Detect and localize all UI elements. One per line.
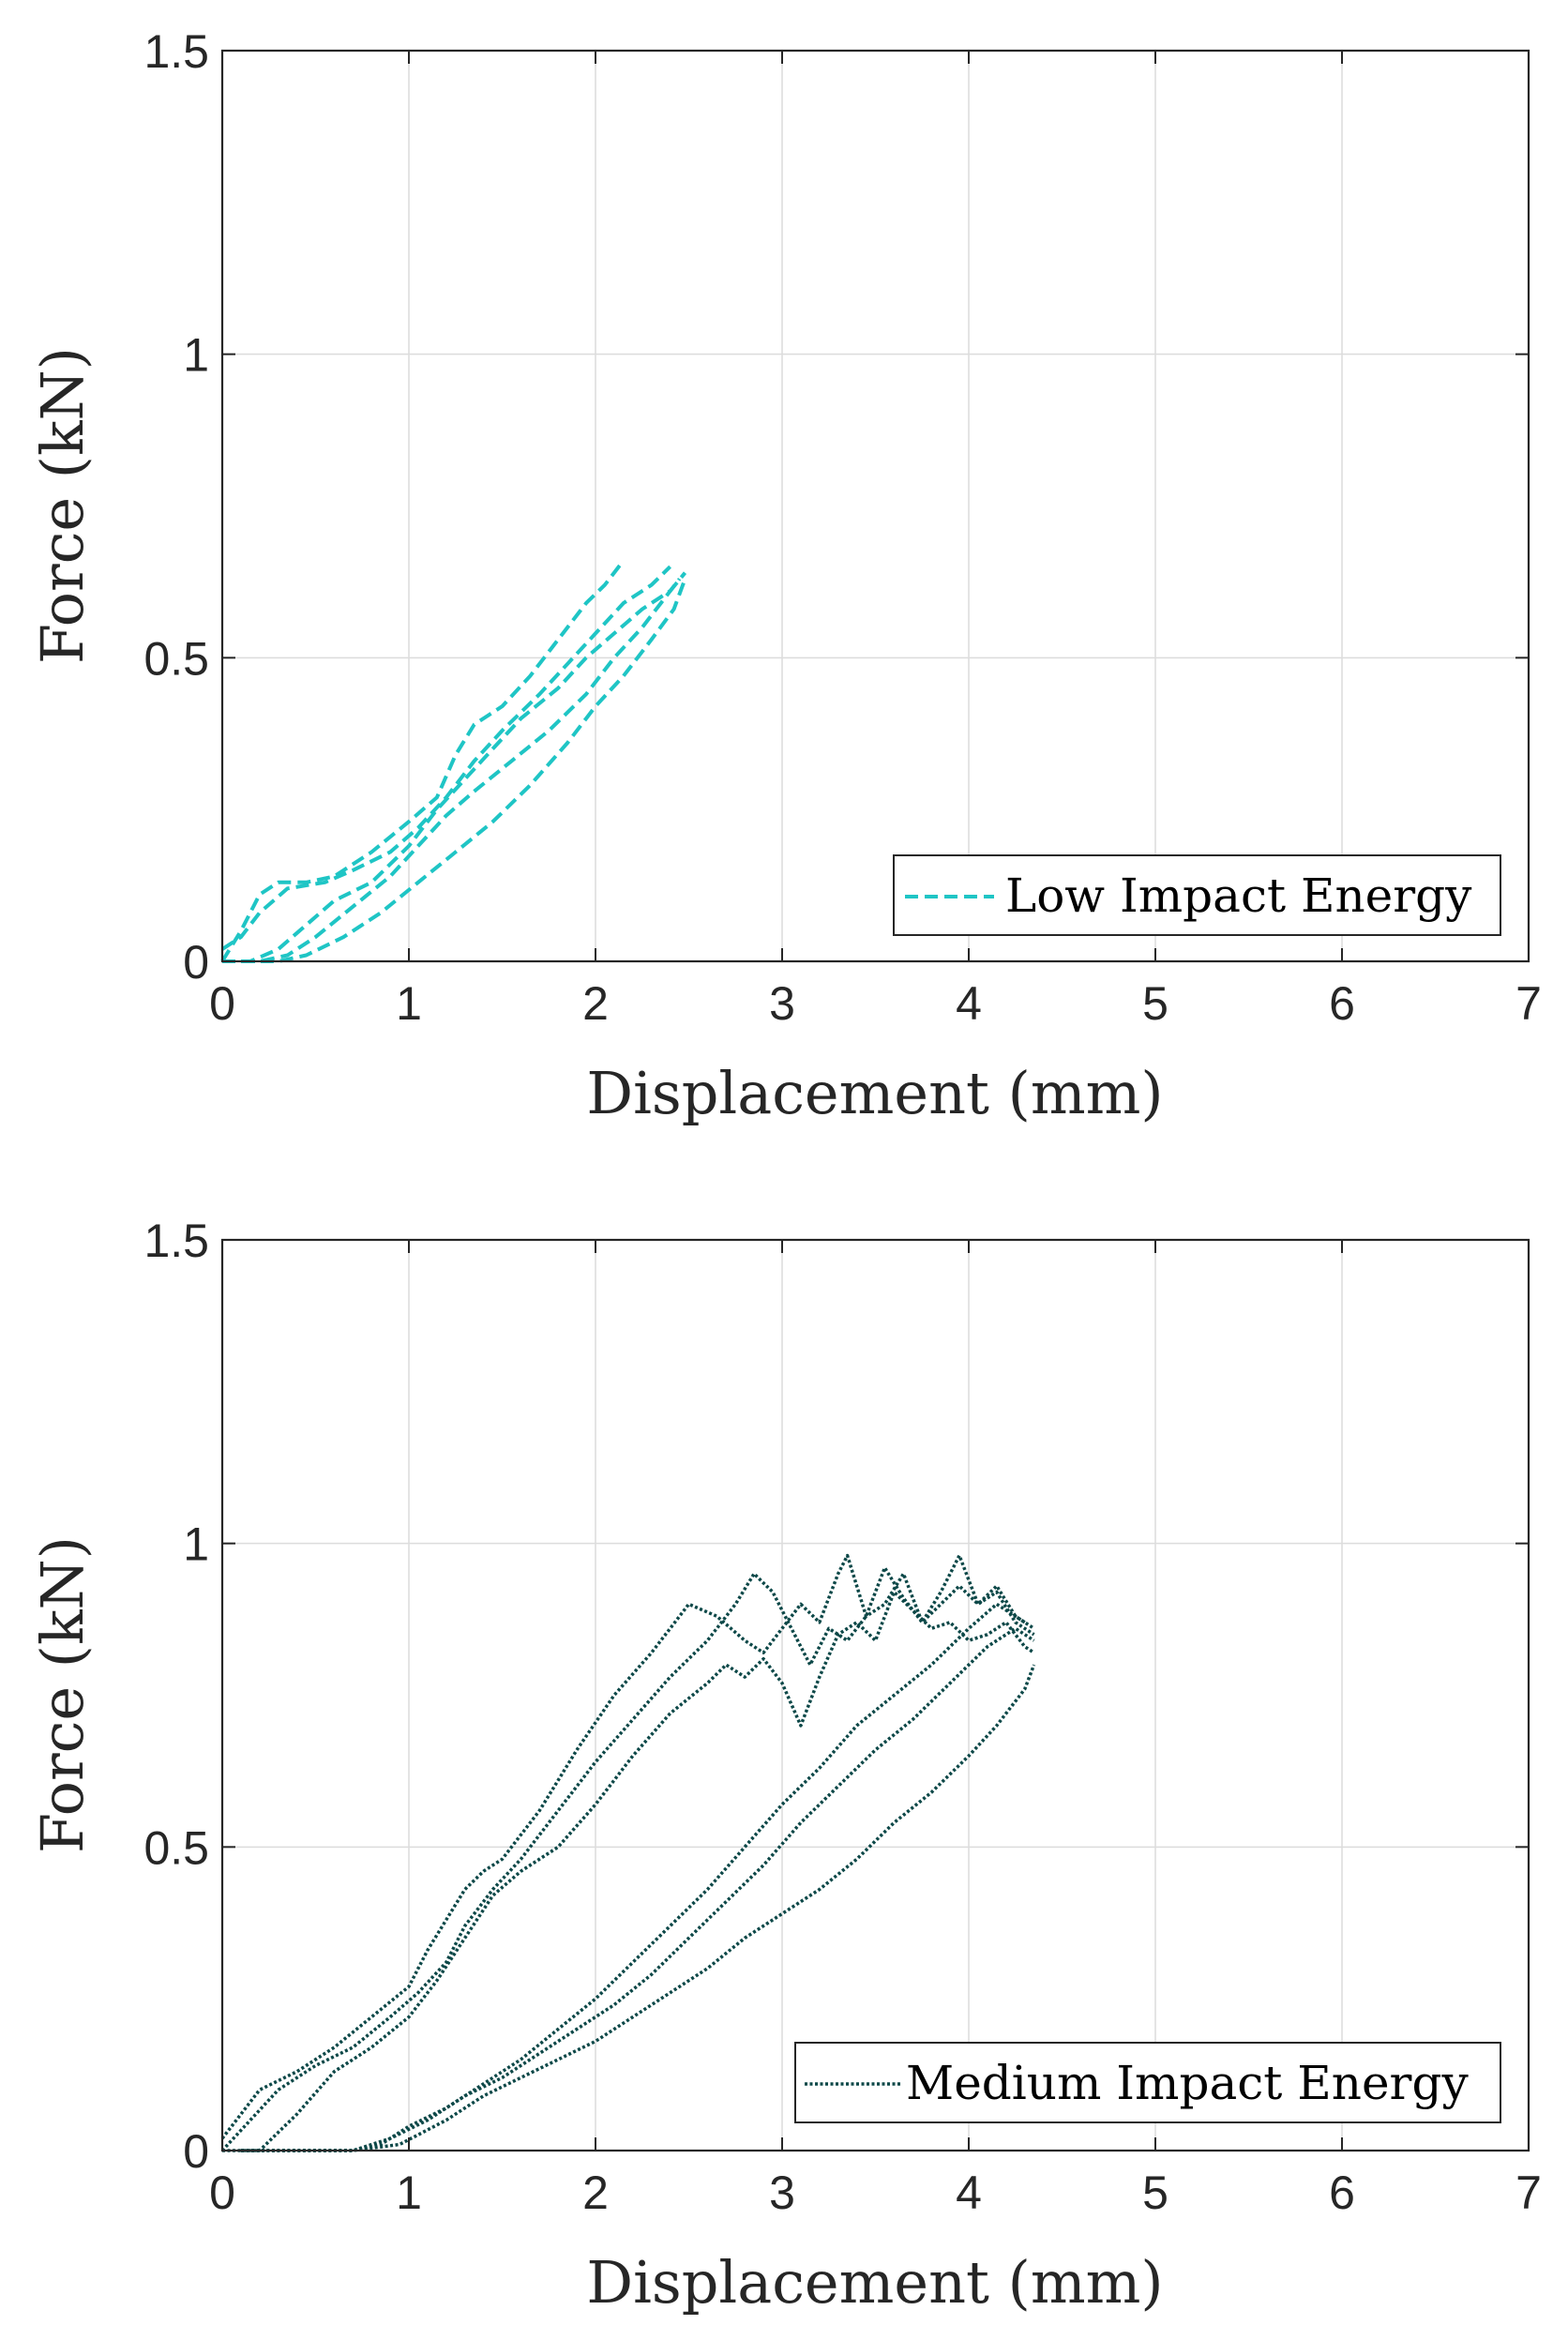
top-x-tick-label: 2 (582, 977, 609, 1030)
top-legend-box (893, 854, 1501, 936)
top-x-tick-label: 0 (209, 977, 235, 1030)
bottom-y-tick-label: 1.5 (143, 1215, 209, 1267)
bottom-y-tick-labels: 0 0.5 1 1.5 (143, 1215, 209, 2178)
top-x-tick-labels: 0 1 2 3 4 5 6 7 (209, 977, 1542, 1030)
top-x-tick-label: 6 (1329, 977, 1355, 1030)
bottom-x-tick-label: 6 (1329, 2166, 1355, 2219)
bottom-chart: 0 1 2 3 4 5 6 7 0 0.5 1 1.5 Displacement (mm) Forc… (28, 1215, 1542, 2317)
top-series-line-3 (222, 571, 687, 963)
top-tick-marks (221, 50, 1530, 962)
bottom-y-tick-label: 0 (183, 2125, 209, 2178)
bottom-x-tick-label: 0 (209, 2166, 235, 2219)
bottom-x-tick-label: 2 (582, 2166, 609, 2219)
bottom-series-line-2 (220, 1565, 1035, 2152)
top-x-tick-label: 4 (956, 977, 982, 1030)
top-series-line-4 (222, 577, 682, 963)
top-series-line-5 (240, 578, 687, 963)
bottom-y-axis-label: Force (kN) (28, 1536, 97, 1853)
bottom-x-tick-label: 4 (956, 2166, 982, 2219)
top-y-axis-label: Force (kN) (28, 347, 97, 664)
top-y-tick-label: 1.5 (143, 25, 209, 78)
bottom-series-line-3 (222, 1590, 1035, 2152)
top-legend[interactable]: Low Impact Energy (893, 854, 1501, 936)
bottom-x-tick-label: 7 (1515, 2166, 1542, 2219)
bottom-y-tick-label: 0.5 (143, 1821, 209, 1874)
bottom-legend-box (794, 2042, 1501, 2123)
bottom-legend[interactable]: Medium Impact Energy (794, 2042, 1501, 2123)
top-series (220, 559, 687, 963)
bottom-series-line-6 (240, 1664, 1036, 2152)
top-axes-frame (220, 49, 1530, 963)
top-y-tick-label: 1 (183, 329, 209, 382)
bottom-x-tick-labels: 0 1 2 3 4 5 6 7 (209, 2166, 1542, 2219)
bottom-series (220, 1553, 1036, 2152)
bottom-x-tick-label: 3 (769, 2166, 795, 2219)
top-chart: 0 1 2 3 4 5 6 7 0 0.5 1 1.5 Displacement (mm) Forc… (28, 25, 1542, 1127)
top-x-tick-label: 1 (396, 977, 422, 1030)
top-y-tick-label: 0.5 (143, 632, 209, 685)
top-x-tick-label: 7 (1515, 977, 1542, 1030)
bottom-series-line-1 (220, 1553, 1035, 2140)
bottom-y-tick-label: 1 (183, 1518, 209, 1571)
top-plot-area (222, 51, 1529, 961)
top-x-tick-label: 5 (1142, 977, 1168, 1030)
bottom-legend-label: Medium Impact Energy (906, 2056, 1469, 2110)
bottom-x-axis-label: Displacement (mm) (586, 2248, 1163, 2317)
top-x-axis-label: Displacement (mm) (586, 1059, 1163, 1127)
bottom-x-tick-label: 5 (1142, 2166, 1168, 2219)
bottom-tick-marks (221, 1239, 1530, 2151)
top-y-tick-labels: 0 0.5 1 1.5 (143, 25, 209, 989)
bottom-series-line-5 (240, 1626, 1035, 2152)
top-y-tick-label: 0 (183, 936, 209, 989)
top-legend-label: Low Impact Energy (1005, 868, 1472, 923)
top-x-tick-label: 3 (769, 977, 795, 1030)
bottom-axes-frame (220, 1238, 1530, 2152)
bottom-x-tick-label: 1 (396, 2166, 422, 2219)
bottom-plot-area (222, 1240, 1529, 2151)
top-series-line-1 (220, 559, 626, 963)
